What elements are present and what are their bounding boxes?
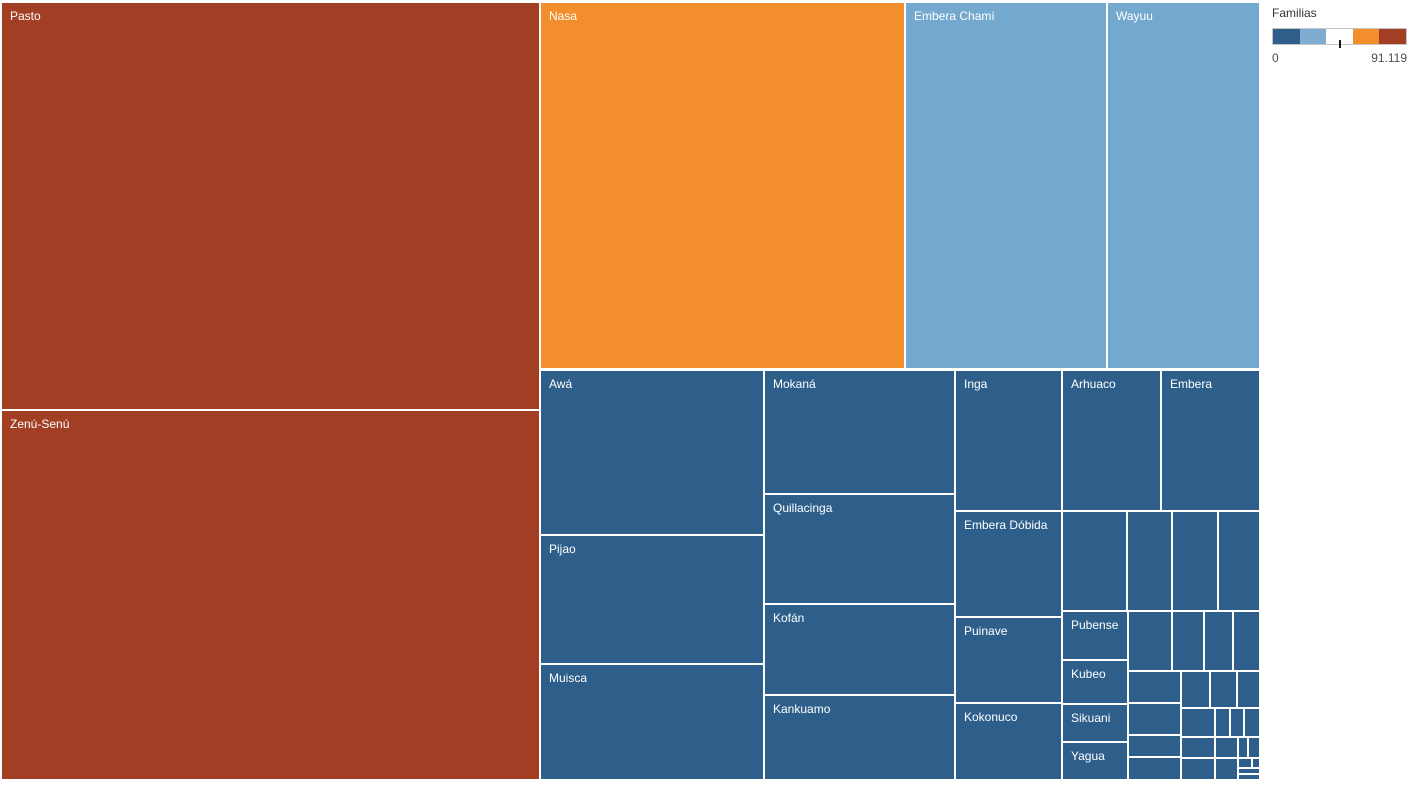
treemap-cell-muisca[interactable]: Muisca	[541, 665, 763, 779]
legend-segment	[1379, 29, 1406, 44]
treemap-cell-inga[interactable]: Inga	[956, 371, 1061, 510]
legend-title: Familias	[1272, 6, 1317, 20]
cell-label: Awá	[549, 377, 573, 391]
treemap-cell[interactable]	[1129, 758, 1180, 779]
cell-label: Kokonuco	[964, 710, 1018, 724]
cell-label: Zenú-Senú	[10, 417, 70, 431]
treemap-cell-pijao[interactable]: Pijao	[541, 536, 763, 663]
treemap-cell-kankuamo[interactable]: Kankuamo	[765, 696, 954, 779]
cell-label: Mokaná	[773, 377, 816, 391]
cell-label: Arhuaco	[1071, 377, 1116, 391]
treemap-cell-pasto[interactable]: Pasto	[2, 3, 539, 409]
treemap-cell[interactable]	[1182, 738, 1214, 757]
treemap-cell-embera-chami[interactable]: Embera Chamí	[906, 3, 1106, 368]
treemap-cell[interactable]	[1129, 736, 1180, 756]
legend-segment	[1273, 29, 1300, 44]
treemap-cell[interactable]	[1182, 709, 1214, 736]
treemap-cell[interactable]	[1129, 672, 1180, 702]
legend-max-label: 91.119	[1371, 51, 1407, 65]
cell-label: Embera	[1170, 377, 1213, 391]
cell-label: Pasto	[10, 9, 41, 23]
treemap-canvas: Pasto Zenú-Senú Nasa Embera Chamí Wayuu Awá Pi…	[2, 3, 1259, 779]
treemap-cell-kokonuco[interactable]: Kokonuco	[956, 704, 1061, 779]
cell-label: Kubeo	[1071, 667, 1106, 681]
cell-label: Puinave	[964, 624, 1008, 638]
treemap-cell[interactable]	[1234, 612, 1259, 670]
treemap-cell-kubeo[interactable]: Kubeo	[1063, 661, 1127, 703]
legend-segment	[1352, 29, 1380, 44]
treemap-cell[interactable]	[1245, 709, 1259, 736]
treemap-cell-embera-dobida[interactable]: Embera Dóbida	[956, 512, 1061, 616]
legend-min-label: 0	[1272, 51, 1279, 65]
cell-label: Sikuani	[1071, 711, 1111, 725]
treemap-cell-sikuani[interactable]: Sikuani	[1063, 705, 1127, 741]
legend-segment	[1299, 29, 1327, 44]
treemap-cell-embera[interactable]: Embera	[1162, 371, 1259, 510]
legend: Familias 0 91.119	[1272, 6, 1408, 65]
cell-label: Kofán	[773, 611, 805, 625]
treemap-cell-mokana[interactable]: Mokaná	[765, 371, 954, 493]
treemap-cell-zenu-senu[interactable]: Zenú-Senú	[2, 411, 539, 779]
treemap-cell[interactable]	[1253, 759, 1259, 767]
treemap-cell[interactable]	[1182, 672, 1209, 707]
treemap-cell[interactable]	[1249, 738, 1259, 757]
treemap-cell[interactable]	[1231, 709, 1243, 736]
treemap-cell-quillacinga[interactable]: Quillacinga	[765, 495, 954, 603]
treemap-cell[interactable]	[1173, 512, 1217, 610]
legend-segment	[1326, 29, 1353, 44]
legend-scale: 0 91.119	[1272, 51, 1407, 65]
legend-color-ramp[interactable]	[1272, 28, 1407, 48]
cell-label: Pijao	[549, 542, 576, 556]
treemap-cell[interactable]	[1182, 759, 1214, 779]
treemap-cell[interactable]	[1238, 672, 1259, 707]
cell-label: Muisca	[549, 671, 588, 685]
treemap-cell[interactable]	[1205, 612, 1232, 670]
treemap-cell[interactable]	[1239, 769, 1259, 773]
treemap-cell[interactable]	[1239, 759, 1251, 767]
cell-label: Yagua	[1071, 749, 1105, 763]
treemap-cell[interactable]	[1063, 512, 1126, 610]
treemap-cell[interactable]	[1173, 612, 1203, 670]
treemap-cell[interactable]	[1216, 738, 1237, 757]
cell-label: Kankuamo	[773, 702, 831, 716]
treemap-cell-nasa[interactable]: Nasa	[541, 3, 904, 368]
treemap-cell-arhuaco[interactable]: Arhuaco	[1063, 371, 1160, 510]
treemap-cell-pubense[interactable]: Pubense	[1063, 612, 1127, 659]
treemap-cell[interactable]	[1216, 759, 1237, 779]
cell-label: Nasa	[549, 9, 578, 23]
treemap-cell[interactable]	[1129, 612, 1171, 670]
treemap-cell[interactable]	[1129, 704, 1180, 734]
cell-label: Embera Dóbida	[964, 518, 1048, 532]
cell-label: Inga	[964, 377, 988, 391]
treemap-cell[interactable]	[1239, 775, 1259, 779]
treemap-cell[interactable]	[1128, 512, 1171, 610]
cell-label: Quillacinga	[773, 501, 833, 515]
cell-label: Wayuu	[1116, 9, 1153, 23]
treemap-cell-puinave[interactable]: Puinave	[956, 618, 1061, 702]
treemap-cell[interactable]	[1239, 738, 1247, 757]
treemap-cell-kofan[interactable]: Kofán	[765, 605, 954, 694]
treemap-cell[interactable]	[1216, 709, 1229, 736]
treemap-cell-yagua[interactable]: Yagua	[1063, 743, 1127, 779]
treemap-cell[interactable]	[1211, 672, 1236, 707]
treemap-cell-awa[interactable]: Awá	[541, 371, 763, 534]
cell-label: Embera Chamí	[914, 9, 995, 23]
treemap-cell-wayuu[interactable]: Wayuu	[1108, 3, 1259, 368]
legend-midpoint-tick	[1338, 40, 1341, 48]
treemap-cell[interactable]	[1219, 512, 1259, 610]
cell-label: Pubense	[1071, 618, 1119, 632]
